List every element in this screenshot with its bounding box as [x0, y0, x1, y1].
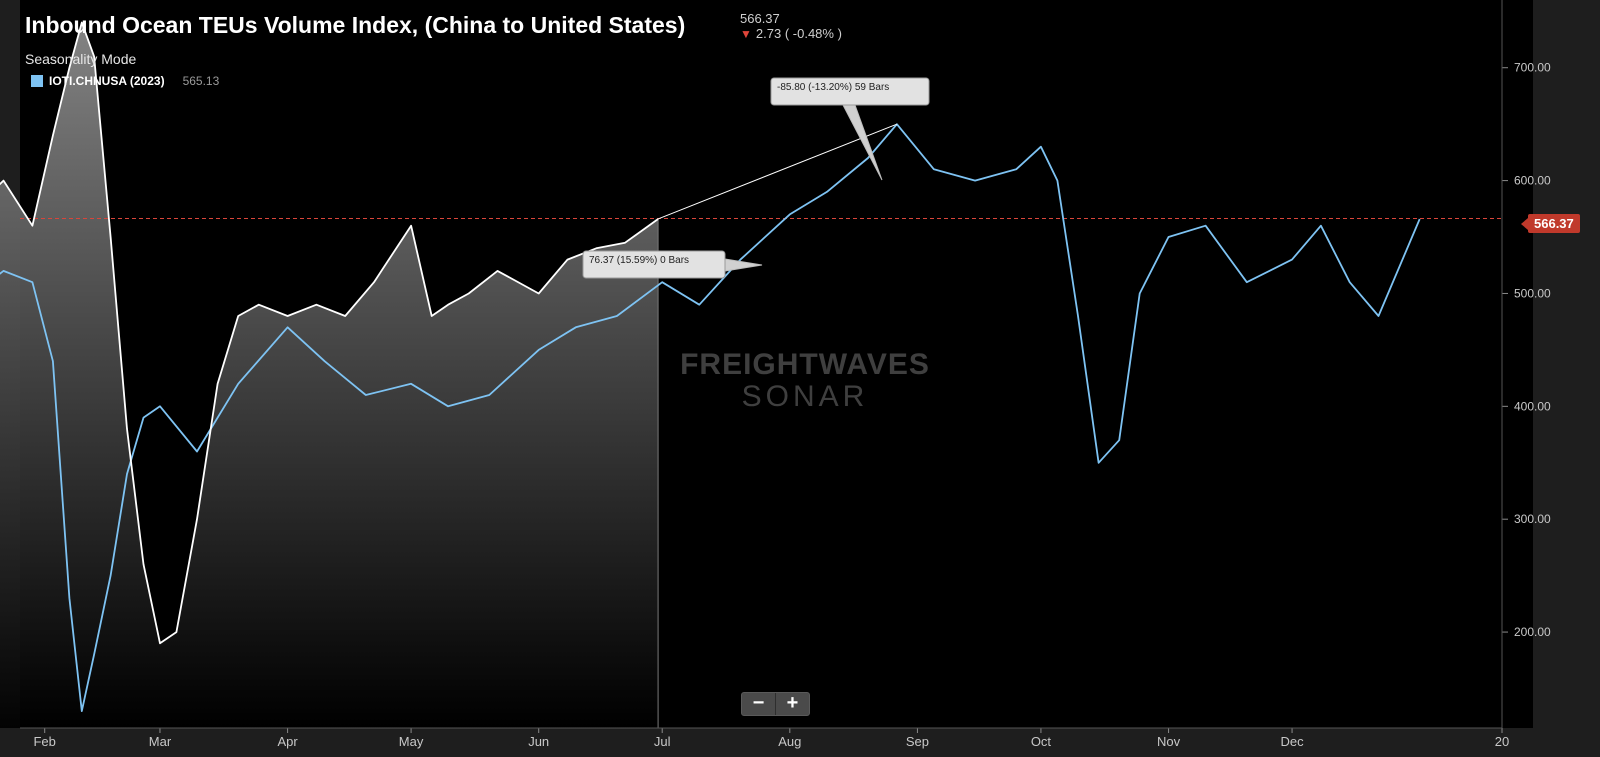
- trend-annotation-line: [657, 123, 898, 220]
- zoom-out-button[interactable]: −: [742, 693, 776, 715]
- watermark-line-2: SONAR: [741, 380, 869, 413]
- watermark: FREIGHTWAVES SONAR: [630, 348, 980, 414]
- x-tick-label: Oct: [1031, 734, 1052, 749]
- series-current-year-line: [0, 21, 659, 645]
- annotation-1-text: -85.80 (-13.20%) 59 Bars: [777, 82, 889, 93]
- annotation-1-box: [770, 77, 930, 106]
- zoom-controls: − +: [741, 692, 810, 716]
- x-tick-label: Dec: [1280, 734, 1304, 749]
- y-tick-label: 600.00: [1514, 174, 1551, 188]
- x-tick-label: Jun: [528, 734, 549, 749]
- series-layer: [0, 21, 1421, 712]
- x-tick-label: Apr: [277, 734, 298, 749]
- series-prior-year-line: [0, 123, 1421, 712]
- range-shade: [0, 22, 659, 728]
- quote-change: 2.73: [755, 26, 782, 41]
- watermark-line-1: FREIGHTWAVES: [680, 348, 930, 381]
- x-tick-label: Sep: [906, 734, 929, 749]
- x-tick-label: Mar: [149, 734, 172, 749]
- annotation-2-box: [582, 250, 726, 279]
- y-tick-label: 500.00: [1514, 286, 1551, 300]
- last-price-tag: 566.37: [1521, 214, 1580, 233]
- legend-series-name: IOTI.CHNUSA (2023): [49, 74, 165, 88]
- annotation-2-text: 76.37 (15.59%) 0 Bars: [589, 255, 689, 266]
- axis-layer: 200.00 300.00 400.00 500.00 600.00 700.00 Feb M…: [20, 0, 1551, 749]
- x-tick-label: 20: [1495, 734, 1509, 749]
- legend[interactable]: IOTI.CHNUSA (2023) 565.13: [31, 74, 219, 88]
- x-tick-label: May: [399, 734, 424, 749]
- y-tick-label: 700.00: [1514, 61, 1551, 75]
- y-tick-label: 200.00: [1514, 625, 1551, 639]
- annotation-layer: -85.80 (-13.20%) 59 Bars 76.37 (15.59%) 0…: [582, 77, 930, 279]
- x-tick-label: Jul: [654, 734, 671, 749]
- y-tick-label: 400.00: [1514, 399, 1551, 413]
- x-tick-label: Nov: [1157, 734, 1181, 749]
- seasonality-mode-label: Seasonality Mode: [25, 51, 137, 67]
- current-year-area: [0, 22, 659, 728]
- arrow-down-icon: ▼: [740, 27, 752, 41]
- zoom-in-button[interactable]: +: [786, 692, 799, 714]
- y-tick-label: 300.00: [1514, 512, 1551, 526]
- x-tick-label: Feb: [33, 734, 55, 749]
- quote-change-pct: ( -0.48% ): [784, 26, 842, 41]
- quote-last: 566.37: [740, 11, 780, 26]
- legend-swatch: [31, 75, 43, 87]
- chart-title: Inbound Ocean TEUs Volume Index, (China …: [25, 12, 686, 38]
- x-tick-label: Aug: [778, 734, 801, 749]
- legend-series-value: 565.13: [182, 74, 220, 88]
- quote-change-row: ▼ 2.73 ( -0.48% ): [740, 26, 842, 42]
- quote-box: 566.37 ▼ 2.73 ( -0.48% ): [740, 11, 842, 42]
